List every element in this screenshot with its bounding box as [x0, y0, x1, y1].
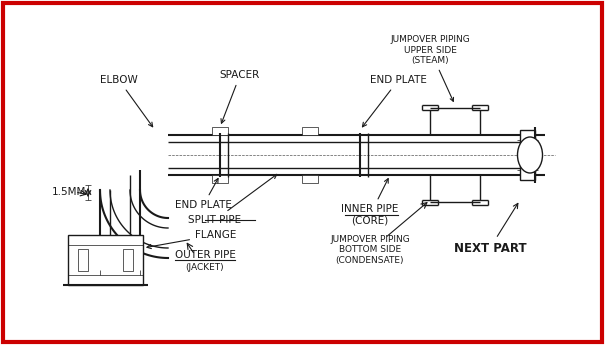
Text: JUMPOVER PIPING
UPPER SIDE
(STEAM): JUMPOVER PIPING UPPER SIDE (STEAM)	[390, 35, 470, 101]
Bar	[520, 130, 535, 180]
Text: SPACER: SPACER	[220, 70, 260, 123]
Bar	[123, 249, 133, 271]
Text: 1.5MM: 1.5MM	[52, 187, 87, 197]
Bar	[212, 175, 228, 183]
Text: OUTER PIPE: OUTER PIPE	[175, 250, 235, 260]
Bar	[78, 249, 88, 271]
Bar	[68, 235, 143, 285]
Text: NEXT PART: NEXT PART	[454, 204, 526, 255]
Bar	[302, 127, 318, 135]
Text: (CONDENSATE): (CONDENSATE)	[336, 256, 404, 265]
Text: JUMPOVER PIPING: JUMPOVER PIPING	[330, 236, 410, 245]
Text: FLANGE: FLANGE	[147, 230, 237, 249]
Ellipse shape	[517, 137, 543, 173]
Bar	[302, 175, 318, 183]
Bar	[212, 127, 228, 135]
Text: (JACKET): (JACKET)	[186, 263, 224, 272]
Text: BOTTOM SIDE: BOTTOM SIDE	[339, 246, 401, 255]
Text: END PLATE: END PLATE	[362, 75, 427, 127]
Text: END PLATE: END PLATE	[175, 178, 232, 210]
Text: ELBOW: ELBOW	[100, 75, 152, 127]
Text: INNER PIPE
(CORE): INNER PIPE (CORE)	[341, 179, 399, 226]
Text: SPLIT PIPE: SPLIT PIPE	[188, 174, 276, 225]
